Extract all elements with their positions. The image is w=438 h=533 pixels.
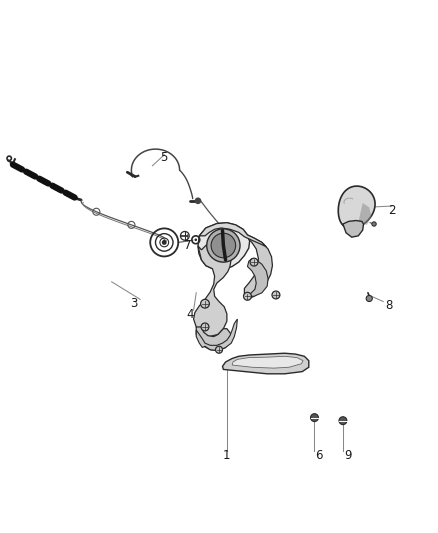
Text: 6: 6	[315, 449, 323, 462]
Circle shape	[195, 198, 201, 204]
Text: 2: 2	[388, 204, 396, 217]
Polygon shape	[199, 223, 266, 247]
Circle shape	[201, 323, 209, 331]
Circle shape	[372, 222, 376, 226]
Polygon shape	[196, 327, 231, 351]
Circle shape	[215, 346, 223, 353]
Circle shape	[272, 291, 280, 299]
Circle shape	[339, 417, 347, 425]
Circle shape	[311, 414, 318, 422]
Circle shape	[194, 238, 197, 241]
Polygon shape	[343, 221, 364, 237]
Text: 1: 1	[223, 449, 231, 462]
Polygon shape	[198, 223, 250, 270]
Text: 9: 9	[344, 449, 352, 462]
Polygon shape	[244, 235, 272, 300]
Circle shape	[366, 295, 372, 302]
Text: 5: 5	[161, 151, 168, 164]
Polygon shape	[223, 353, 309, 374]
Text: 7: 7	[184, 239, 191, 252]
Circle shape	[162, 241, 166, 244]
Text: 3: 3	[130, 297, 137, 310]
Polygon shape	[338, 186, 375, 229]
Polygon shape	[358, 203, 371, 225]
Circle shape	[211, 233, 236, 258]
Text: 4: 4	[187, 308, 194, 321]
Polygon shape	[194, 241, 231, 336]
Circle shape	[244, 292, 251, 300]
Polygon shape	[232, 356, 303, 368]
Circle shape	[250, 258, 258, 266]
Polygon shape	[196, 319, 237, 351]
Polygon shape	[244, 259, 268, 296]
Circle shape	[201, 300, 209, 308]
Circle shape	[207, 229, 240, 262]
Text: 8: 8	[385, 300, 392, 312]
